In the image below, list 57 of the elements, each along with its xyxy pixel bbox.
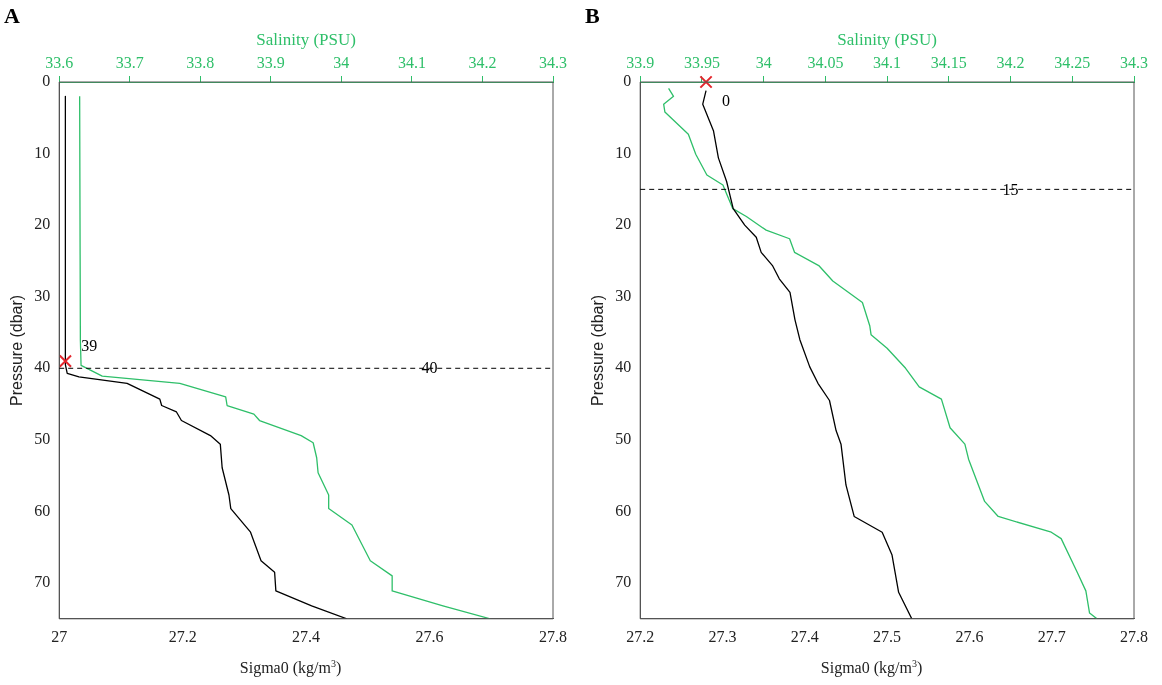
x2-tick-label: 34.15 <box>930 53 967 71</box>
y-tick-label: 70 <box>615 573 632 591</box>
x2-tick-label: 34.3 <box>1120 53 1148 71</box>
x2-tick-label: 34.25 <box>1054 53 1091 71</box>
ref-line-label: 40 <box>421 359 438 377</box>
y-axis-title: Pressure (dbar) <box>589 294 607 406</box>
x-tick-label: 27.3 <box>708 627 737 645</box>
x-tick-label: 27.2 <box>168 627 197 645</box>
x2-tick-label: 33.8 <box>186 53 215 71</box>
x2-tick-label: 33.6 <box>45 53 74 71</box>
y-tick-label: 20 <box>34 215 51 233</box>
x2-tick-label: 34 <box>755 53 772 71</box>
y-tick-label: 0 <box>623 72 632 90</box>
x-tick-label: 27.5 <box>873 627 902 645</box>
y-tick-label: 20 <box>615 215 632 233</box>
x2-axis-title: Salinity (PSU) <box>837 30 937 50</box>
x-tick-label: 27.2 <box>626 627 655 645</box>
chart-title: A <box>4 2 20 28</box>
x-tick-label: 27.4 <box>292 627 321 645</box>
y-tick-label: 70 <box>34 573 51 591</box>
y-tick-label: 50 <box>34 430 51 448</box>
y-axis-title: Pressure (dbar) <box>8 294 26 406</box>
x-axis-title: Sigma0 (kg/m$^{3}$) <box>238 657 343 677</box>
x2-tick-label: 34.1 <box>397 53 426 71</box>
x-tick-label: 27.8 <box>539 627 567 645</box>
x2-tick-label: 33.7 <box>115 53 144 71</box>
y-tick-label: 0 <box>42 72 51 90</box>
x-tick-label: 27.6 <box>415 627 444 645</box>
y-tick-label: 10 <box>34 143 51 161</box>
y-tick-label: 50 <box>615 430 632 448</box>
annotation: 0 <box>722 92 731 110</box>
y-tick-label: 60 <box>34 501 51 519</box>
y-tick-label: 30 <box>34 286 51 304</box>
x2-tick-label: 33.95 <box>683 53 720 71</box>
ref-line-label: 15 <box>1002 180 1019 198</box>
x2-tick-label: 33.9 <box>256 53 285 71</box>
x2-tick-label: 34.2 <box>996 53 1025 71</box>
x-tick-label: 27.6 <box>955 627 984 645</box>
chart-title: B <box>585 2 600 28</box>
x-tick-label: 27.4 <box>790 627 819 645</box>
y-tick-label: 10 <box>615 143 632 161</box>
x-tick-label: 27.8 <box>1120 627 1148 645</box>
x2-tick-label: 34.2 <box>468 53 497 71</box>
x2-axis-title: Salinity (PSU) <box>256 30 356 50</box>
y-tick-label: 40 <box>34 358 51 376</box>
x-tick-label: 27.7 <box>1037 627 1066 645</box>
y-tick-label: 40 <box>615 358 632 376</box>
y-tick-label: 60 <box>615 501 632 519</box>
x2-tick-label: 34.3 <box>539 53 567 71</box>
x2-tick-label: 34 <box>333 53 350 71</box>
x2-tick-label: 34.1 <box>873 53 902 71</box>
y-tick-label: 30 <box>615 286 632 304</box>
x2-tick-label: 34.05 <box>807 53 844 71</box>
annotation: 39 <box>81 337 98 355</box>
x-tick-label: 27 <box>51 627 68 645</box>
x2-tick-label: 33.9 <box>626 53 655 71</box>
x-axis-title: Sigma0 (kg/m$^{3}$) <box>819 657 924 677</box>
